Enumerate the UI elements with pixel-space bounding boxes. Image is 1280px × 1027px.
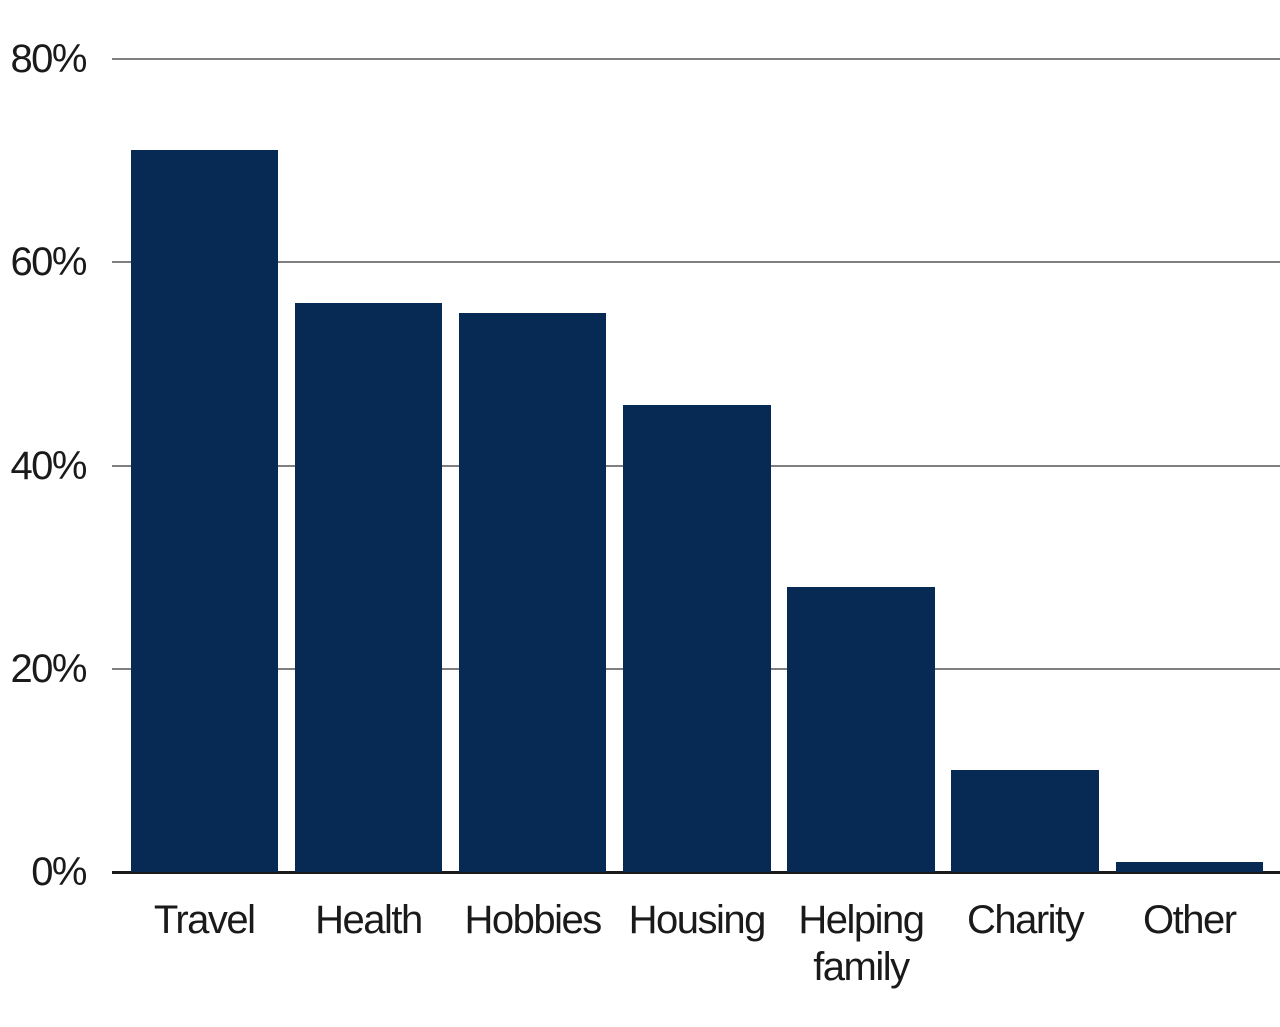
x-tick-label-health: Health <box>315 898 423 942</box>
x-tick-label-hobbies: Hobbies <box>464 898 602 942</box>
y-tick-label-20: 20% <box>10 646 87 691</box>
bar-hobbies <box>458 313 607 872</box>
y-tick-label-80: 80% <box>10 37 87 81</box>
y-tick-label-60: 60% <box>10 240 87 285</box>
gridline-80 <box>112 58 1280 60</box>
x-tick-label-housing: Housing <box>628 898 767 942</box>
x-tick-label-travel: Travel <box>153 898 256 942</box>
bar-charity <box>951 770 1099 872</box>
bar-housing <box>623 404 771 872</box>
y-tick-label-40: 40% <box>10 443 87 488</box>
x-tick-label-helping-family: Helping family <box>798 898 925 989</box>
bar-other <box>1115 861 1264 872</box>
bar-travel <box>130 150 278 872</box>
x-tick-label-charity: Charity <box>966 898 1085 942</box>
gridline-60 <box>112 261 1280 264</box>
y-tick-label-0: 0% <box>31 850 87 894</box>
bar-health <box>294 302 443 872</box>
x-axis-baseline <box>112 871 1280 874</box>
x-tick-label-other: Other <box>1142 898 1237 942</box>
bar-helping-family <box>787 587 935 872</box>
